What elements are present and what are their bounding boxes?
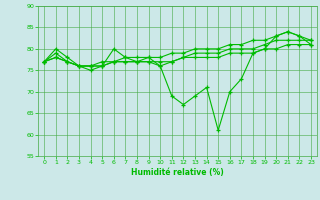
X-axis label: Humidité relative (%): Humidité relative (%) — [131, 168, 224, 177]
